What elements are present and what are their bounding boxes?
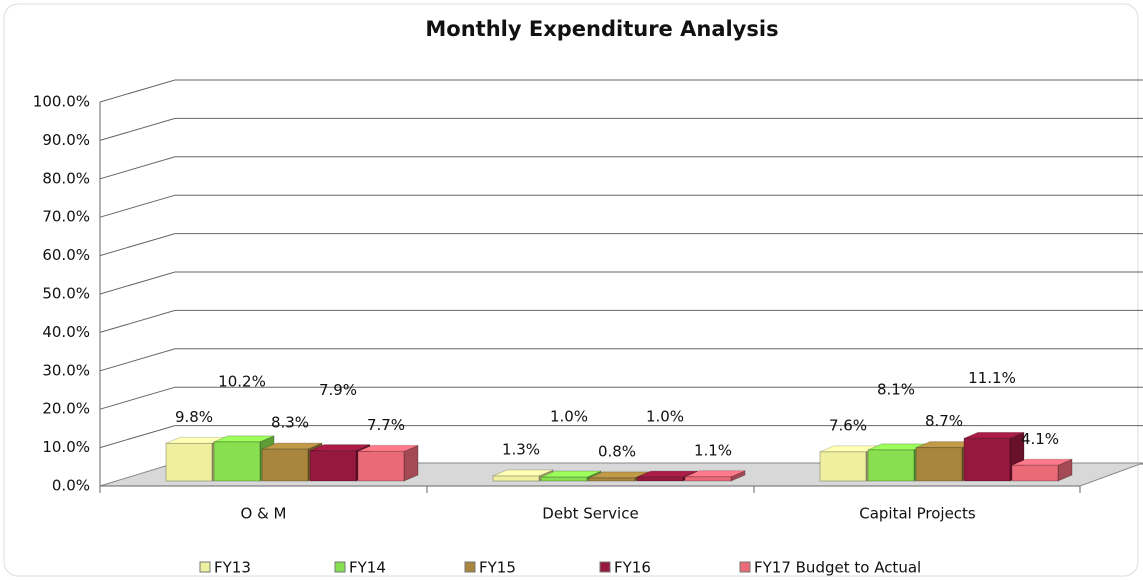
bar-front <box>588 477 636 482</box>
y-tick-label: 40.0% <box>42 323 90 341</box>
value-label: 0.8% <box>598 442 636 460</box>
legend-swatch <box>739 561 751 573</box>
bar-front <box>915 447 963 482</box>
x-tick-label: O & M <box>241 505 287 523</box>
chart-title: Monthly Expenditure Analysis <box>425 17 778 41</box>
value-label: 1.3% <box>502 441 540 459</box>
bar-front <box>819 451 867 482</box>
bar <box>684 470 746 482</box>
x-axis-ticks <box>99 486 1081 493</box>
grid-line <box>99 156 1143 180</box>
value-label: 7.9% <box>319 381 357 399</box>
value-label: 8.3% <box>271 414 309 432</box>
legend-swatch <box>199 561 211 573</box>
grid-line <box>99 233 1143 257</box>
grid-line <box>99 425 1143 449</box>
bar-front <box>357 450 405 482</box>
grid-line <box>99 309 1143 333</box>
legend-swatch <box>464 561 476 573</box>
y-tick-label: 70.0% <box>42 208 90 226</box>
grid-line <box>99 271 1143 295</box>
value-label: 8.1% <box>877 380 915 398</box>
bar-front <box>684 476 732 482</box>
y-tick-label: 30.0% <box>42 361 90 379</box>
bar-front <box>309 450 357 482</box>
bar-front <box>867 449 915 482</box>
y-tick-label: 100.0% <box>33 93 90 111</box>
y-tick-label: 50.0% <box>42 285 90 303</box>
legend-swatch <box>599 561 611 573</box>
x-tick-label: Capital Projects <box>859 505 976 523</box>
value-label: 1.1% <box>694 441 732 459</box>
legend-swatch <box>334 561 346 573</box>
bar-front <box>213 441 261 482</box>
legend-label: FY14 <box>349 559 386 577</box>
chart-border <box>3 3 1139 577</box>
bar-front <box>1011 464 1059 482</box>
y-tick-label: 80.0% <box>42 169 90 187</box>
value-label: 7.7% <box>367 416 405 434</box>
value-label: 1.0% <box>646 408 684 426</box>
value-label: 10.2% <box>218 372 266 390</box>
bar-front <box>636 476 684 482</box>
legend-label: FY13 <box>214 559 251 577</box>
value-label: 1.0% <box>550 408 588 426</box>
y-tick-label: 0.0% <box>52 477 90 495</box>
value-label: 7.6% <box>829 416 867 434</box>
bar-front <box>540 476 588 482</box>
bar-front <box>963 437 1011 482</box>
bar <box>1011 458 1073 482</box>
value-label: 4.1% <box>1021 430 1059 448</box>
y-tick-label: 20.0% <box>42 400 90 418</box>
grid-line <box>99 348 1143 372</box>
y-tick-label: 90.0% <box>42 131 90 149</box>
y-tick-label: 60.0% <box>42 246 90 264</box>
legend-label: FY17 Budget to Actual <box>754 559 921 577</box>
grid-line <box>99 79 1143 103</box>
legend-label: FY16 <box>614 559 651 577</box>
bar-front <box>492 475 540 482</box>
legend-label: FY15 <box>479 559 516 577</box>
grid-line <box>99 117 1143 141</box>
x-tick-label: Debt Service <box>542 505 638 523</box>
value-label: 9.8% <box>175 408 213 426</box>
bar <box>357 444 419 482</box>
grid-line <box>99 386 1143 410</box>
value-label: 11.1% <box>968 369 1016 387</box>
y-tick-label: 10.0% <box>42 438 90 456</box>
grid-line <box>99 194 1143 218</box>
bar-front <box>165 442 213 482</box>
bar-front <box>261 448 309 482</box>
value-label: 8.7% <box>925 412 963 430</box>
